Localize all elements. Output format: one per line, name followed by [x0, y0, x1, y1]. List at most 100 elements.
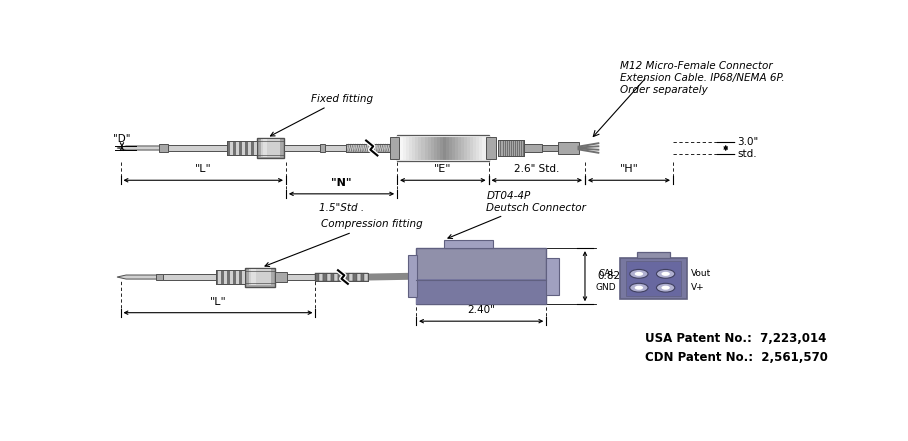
- Bar: [503, 139, 505, 157]
- Bar: [425, 135, 428, 161]
- Bar: [437, 135, 439, 161]
- Bar: [452, 135, 455, 161]
- Bar: [315, 273, 369, 281]
- Bar: [215, 270, 245, 284]
- Bar: [479, 135, 482, 161]
- Polygon shape: [117, 146, 162, 150]
- Bar: [254, 141, 257, 155]
- Text: "L": "L": [210, 297, 226, 306]
- Bar: [350, 273, 353, 281]
- Bar: [487, 138, 496, 158]
- Bar: [400, 135, 403, 161]
- Bar: [501, 139, 502, 157]
- Bar: [341, 273, 346, 281]
- Bar: [517, 139, 518, 157]
- Bar: [637, 251, 670, 258]
- Bar: [439, 135, 443, 161]
- Text: "N": "N": [331, 179, 351, 188]
- Bar: [325, 145, 347, 151]
- Bar: [242, 270, 245, 284]
- Circle shape: [630, 283, 648, 292]
- Bar: [506, 139, 507, 157]
- Circle shape: [635, 272, 643, 276]
- Bar: [236, 141, 240, 155]
- Bar: [331, 273, 334, 281]
- Bar: [262, 139, 267, 157]
- Bar: [513, 139, 514, 157]
- Bar: [242, 141, 245, 155]
- Bar: [408, 255, 417, 297]
- Bar: [518, 139, 519, 157]
- Bar: [338, 273, 341, 281]
- Bar: [284, 145, 322, 151]
- Bar: [347, 144, 397, 152]
- Text: GND: GND: [596, 283, 616, 292]
- Bar: [443, 135, 446, 161]
- Bar: [415, 135, 419, 161]
- Bar: [410, 135, 412, 161]
- Text: DT04-4P
Deutsch Connector: DT04-4P Deutsch Connector: [448, 191, 587, 239]
- Bar: [233, 141, 236, 155]
- Bar: [353, 273, 357, 281]
- Bar: [248, 141, 252, 155]
- Bar: [542, 145, 558, 151]
- Text: 2.40": 2.40": [468, 305, 495, 315]
- Bar: [347, 144, 397, 152]
- Bar: [245, 268, 274, 287]
- Bar: [509, 139, 510, 157]
- Bar: [222, 270, 224, 284]
- Bar: [320, 144, 325, 153]
- Bar: [498, 139, 525, 157]
- Bar: [558, 142, 578, 154]
- Bar: [215, 270, 219, 284]
- Bar: [240, 141, 242, 155]
- Text: "L": "L": [195, 164, 212, 174]
- Bar: [498, 139, 525, 157]
- Text: 2.6" Std.: 2.6" Std.: [514, 164, 559, 174]
- Bar: [156, 273, 163, 280]
- Bar: [320, 273, 323, 281]
- Text: USA Patent No.:  7,223,014
CDN Patent No.:  2,561,570: USA Patent No.: 7,223,014 CDN Patent No.…: [645, 332, 828, 364]
- Text: M12 Micro-Female Connector
Extension Cable. IP68/NEMA 6P.
Order separately: M12 Micro-Female Connector Extension Cab…: [620, 61, 785, 95]
- Bar: [257, 138, 284, 158]
- Bar: [227, 270, 231, 284]
- Bar: [231, 141, 233, 155]
- Bar: [231, 270, 233, 284]
- Bar: [468, 135, 470, 161]
- Bar: [403, 135, 406, 161]
- Bar: [419, 135, 421, 161]
- Text: Compression fitting: Compression fitting: [265, 220, 423, 266]
- Bar: [251, 269, 256, 285]
- Text: 0.82": 0.82": [597, 271, 626, 281]
- Bar: [515, 139, 516, 157]
- Bar: [477, 135, 479, 161]
- Polygon shape: [117, 275, 157, 279]
- Bar: [233, 270, 236, 284]
- Circle shape: [661, 286, 670, 290]
- Bar: [357, 273, 360, 281]
- Bar: [455, 135, 458, 161]
- Bar: [245, 141, 248, 155]
- Circle shape: [661, 272, 670, 276]
- Bar: [416, 279, 547, 304]
- Bar: [159, 144, 168, 152]
- Circle shape: [635, 286, 643, 290]
- Text: "D": "D": [114, 134, 131, 144]
- Bar: [364, 273, 369, 281]
- Bar: [430, 135, 434, 161]
- Bar: [486, 135, 489, 161]
- Bar: [287, 274, 315, 280]
- Text: 1.5"Std .: 1.5"Std .: [319, 203, 364, 213]
- Text: Fixed fitting: Fixed fitting: [271, 94, 372, 136]
- Bar: [449, 135, 452, 161]
- Text: 3.0"
std.: 3.0" std.: [737, 137, 758, 159]
- Bar: [219, 270, 222, 284]
- Bar: [547, 258, 559, 295]
- Circle shape: [656, 269, 675, 278]
- Bar: [334, 273, 338, 281]
- Bar: [444, 240, 494, 248]
- Bar: [252, 141, 254, 155]
- Bar: [390, 138, 400, 158]
- Bar: [525, 144, 542, 153]
- Bar: [397, 135, 400, 161]
